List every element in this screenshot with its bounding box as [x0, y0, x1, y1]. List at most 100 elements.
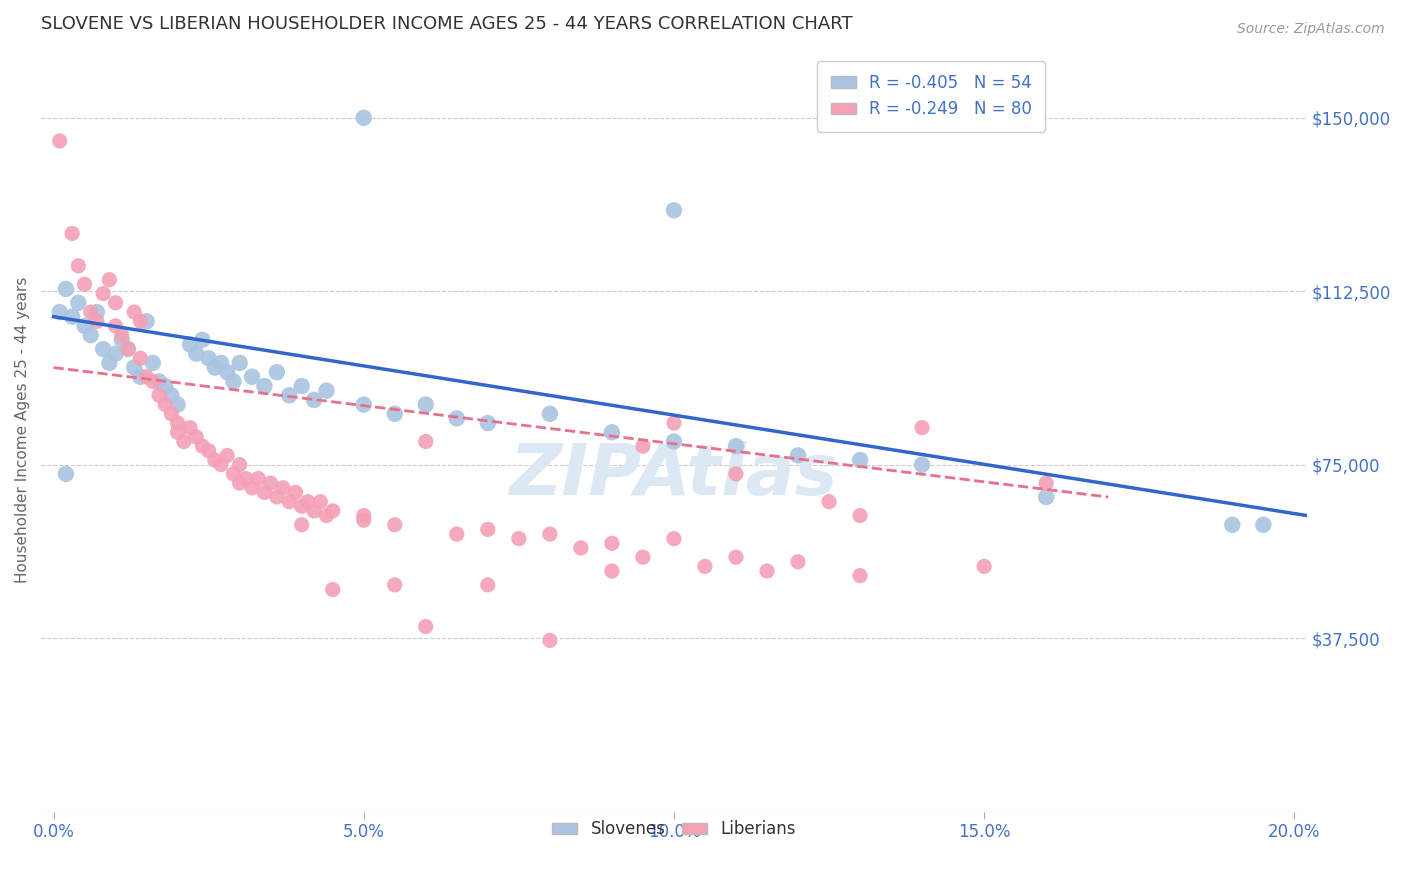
- Point: [60, 310, 83, 324]
- Point: [284, 485, 307, 500]
- Point: [278, 388, 301, 402]
- Point: [415, 434, 437, 449]
- Point: [477, 578, 499, 592]
- Point: [322, 504, 344, 518]
- Point: [297, 494, 319, 508]
- Point: [111, 333, 134, 347]
- Point: [724, 467, 747, 481]
- Point: [724, 550, 747, 565]
- Point: [142, 375, 165, 389]
- Point: [353, 513, 375, 527]
- Text: Source: ZipAtlas.com: Source: ZipAtlas.com: [1237, 22, 1385, 37]
- Point: [384, 578, 406, 592]
- Point: [322, 582, 344, 597]
- Point: [538, 527, 561, 541]
- Point: [166, 425, 188, 440]
- Point: [662, 532, 685, 546]
- Point: [191, 439, 214, 453]
- Point: [91, 286, 114, 301]
- Point: [787, 449, 810, 463]
- Point: [204, 360, 226, 375]
- Point: [508, 532, 530, 546]
- Point: [240, 481, 263, 495]
- Point: [153, 379, 176, 393]
- Point: [166, 398, 188, 412]
- Point: [104, 295, 127, 310]
- Point: [73, 318, 96, 333]
- Point: [911, 458, 934, 472]
- Point: [662, 203, 685, 218]
- Point: [60, 227, 83, 241]
- Text: SLOVENE VS LIBERIAN HOUSEHOLDER INCOME AGES 25 - 44 YEARS CORRELATION CHART: SLOVENE VS LIBERIAN HOUSEHOLDER INCOME A…: [41, 15, 852, 33]
- Point: [291, 517, 314, 532]
- Point: [117, 342, 139, 356]
- Point: [98, 273, 121, 287]
- Point: [1220, 517, 1243, 532]
- Point: [98, 356, 121, 370]
- Point: [129, 369, 152, 384]
- Point: [217, 365, 239, 379]
- Point: [353, 508, 375, 523]
- Point: [129, 314, 152, 328]
- Point: [135, 369, 157, 384]
- Point: [228, 458, 250, 472]
- Point: [153, 398, 176, 412]
- Point: [600, 536, 623, 550]
- Point: [111, 328, 134, 343]
- Point: [104, 346, 127, 360]
- Point: [204, 453, 226, 467]
- Point: [86, 314, 108, 328]
- Point: [911, 420, 934, 434]
- Point: [849, 508, 872, 523]
- Point: [209, 356, 232, 370]
- Point: [756, 564, 779, 578]
- Point: [91, 342, 114, 356]
- Point: [117, 342, 139, 356]
- Point: [446, 411, 468, 425]
- Point: [353, 398, 375, 412]
- Point: [302, 504, 325, 518]
- Point: [173, 434, 195, 449]
- Point: [415, 619, 437, 633]
- Point: [122, 305, 145, 319]
- Point: [179, 337, 201, 351]
- Point: [122, 360, 145, 375]
- Point: [186, 346, 208, 360]
- Point: [600, 425, 623, 440]
- Point: [315, 384, 337, 398]
- Point: [129, 351, 152, 366]
- Point: [600, 564, 623, 578]
- Point: [80, 328, 103, 343]
- Point: [160, 407, 183, 421]
- Point: [384, 517, 406, 532]
- Point: [247, 471, 270, 485]
- Point: [253, 485, 276, 500]
- Point: [818, 494, 841, 508]
- Point: [662, 434, 685, 449]
- Legend: Slovenes, Liberians: Slovenes, Liberians: [546, 814, 803, 845]
- Point: [302, 392, 325, 407]
- Point: [235, 471, 257, 485]
- Point: [662, 416, 685, 430]
- Point: [973, 559, 995, 574]
- Point: [849, 453, 872, 467]
- Point: [73, 277, 96, 292]
- Point: [278, 494, 301, 508]
- Point: [48, 134, 70, 148]
- Point: [166, 416, 188, 430]
- Point: [222, 467, 245, 481]
- Point: [197, 443, 219, 458]
- Point: [538, 407, 561, 421]
- Point: [1035, 476, 1057, 491]
- Point: [142, 356, 165, 370]
- Point: [1035, 490, 1057, 504]
- Point: [446, 527, 468, 541]
- Point: [538, 633, 561, 648]
- Point: [849, 568, 872, 582]
- Point: [384, 407, 406, 421]
- Point: [191, 333, 214, 347]
- Point: [415, 398, 437, 412]
- Point: [309, 494, 332, 508]
- Point: [217, 449, 239, 463]
- Point: [160, 388, 183, 402]
